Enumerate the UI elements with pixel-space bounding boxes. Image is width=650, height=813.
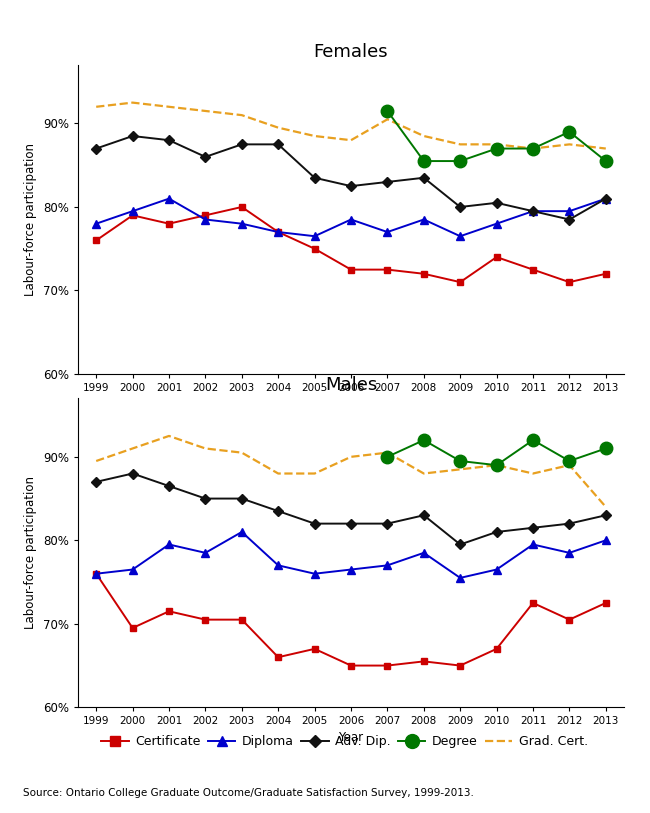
Legend: Certificate, Diploma, Adv. Dip., Degree, Grad. Cert.: Certificate, Diploma, Adv. Dip., Degree,…	[101, 735, 588, 748]
X-axis label: Year: Year	[339, 731, 363, 744]
Y-axis label: Labour-force participation: Labour-force participation	[25, 476, 38, 629]
Title: Males: Males	[325, 376, 377, 394]
Title: Females: Females	[314, 43, 388, 61]
Text: Source: Ontario College Graduate Outcome/Graduate Satisfaction Survey, 1999-2013: Source: Ontario College Graduate Outcome…	[23, 789, 474, 798]
Y-axis label: Labour-force participation: Labour-force participation	[25, 143, 38, 296]
X-axis label: Year: Year	[339, 398, 363, 411]
